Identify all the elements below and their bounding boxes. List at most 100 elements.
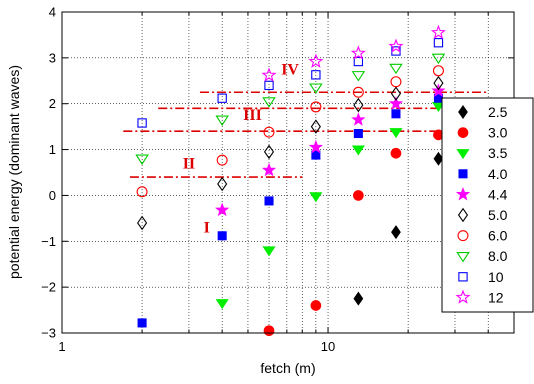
data-point bbox=[431, 53, 446, 65]
data-points bbox=[135, 24, 446, 337]
series-8-0 bbox=[135, 53, 446, 165]
legend-marker bbox=[456, 251, 470, 263]
data-point bbox=[433, 151, 444, 166]
x-tick-label: 10 bbox=[321, 339, 335, 354]
legend-label: 3.5 bbox=[488, 145, 508, 161]
data-point bbox=[217, 231, 227, 241]
series-12 bbox=[261, 24, 446, 82]
y-tick-label: 2 bbox=[49, 96, 56, 111]
x-tick-label: 1 bbox=[58, 339, 65, 354]
data-point bbox=[353, 291, 364, 306]
data-point bbox=[389, 63, 403, 75]
data-point bbox=[310, 101, 322, 113]
y-tick-label: −3 bbox=[41, 326, 56, 341]
region-label: IV bbox=[281, 61, 299, 78]
legend-marker bbox=[455, 289, 471, 304]
data-point bbox=[261, 162, 277, 177]
legend-label: 2.5 bbox=[488, 104, 508, 120]
data-point bbox=[433, 38, 444, 48]
data-point bbox=[388, 96, 404, 110]
data-point bbox=[433, 75, 444, 91]
data-point bbox=[353, 97, 364, 113]
legend-marker bbox=[456, 149, 470, 160]
data-point bbox=[137, 215, 148, 231]
data-point bbox=[352, 86, 364, 98]
legend-label: 5.0 bbox=[488, 207, 508, 223]
legend-marker bbox=[457, 127, 469, 138]
y-tick-label: 1 bbox=[49, 142, 56, 157]
legend-label: 4.0 bbox=[488, 166, 508, 182]
data-point bbox=[215, 202, 230, 217]
data-point bbox=[390, 76, 402, 88]
legend-label: 3.0 bbox=[488, 125, 508, 141]
region-label: II bbox=[183, 155, 195, 172]
data-point bbox=[351, 145, 365, 156]
series-3-5 bbox=[215, 101, 445, 310]
grid bbox=[62, 12, 514, 333]
data-point bbox=[264, 196, 274, 206]
legend-label: 6.0 bbox=[488, 228, 508, 244]
legend-marker bbox=[458, 169, 468, 179]
data-point bbox=[263, 144, 275, 160]
data-point bbox=[430, 24, 446, 40]
data-point bbox=[310, 119, 321, 134]
data-point bbox=[217, 93, 227, 103]
data-point bbox=[262, 97, 276, 108]
data-point bbox=[263, 325, 275, 337]
legend-marker bbox=[457, 207, 469, 223]
data-point bbox=[217, 176, 228, 192]
series-5-0 bbox=[137, 75, 444, 231]
data-point bbox=[308, 139, 323, 154]
data-point bbox=[391, 225, 401, 240]
data-point bbox=[390, 86, 402, 101]
data-point bbox=[216, 154, 228, 166]
region-label: III bbox=[243, 107, 262, 124]
data-point bbox=[353, 190, 364, 201]
data-point bbox=[136, 186, 148, 198]
data-point bbox=[309, 192, 323, 203]
data-point bbox=[261, 67, 277, 82]
legend-marker bbox=[457, 230, 469, 242]
x-axis-label: fetch (m) bbox=[260, 360, 315, 376]
data-point bbox=[353, 128, 363, 139]
data-point bbox=[390, 147, 402, 159]
data-point bbox=[311, 70, 321, 80]
legend-label: 4.4 bbox=[488, 186, 508, 202]
legend-marker bbox=[458, 272, 468, 282]
data-point bbox=[215, 299, 229, 310]
legend-marker bbox=[455, 186, 471, 201]
series-6-0 bbox=[136, 65, 444, 198]
series-4-0 bbox=[137, 93, 443, 328]
series-2-5 bbox=[353, 151, 444, 306]
y-axis-label: potential energy (dominant waves) bbox=[6, 65, 22, 279]
region-label: I bbox=[204, 220, 210, 237]
data-point bbox=[432, 65, 444, 77]
data-point bbox=[311, 150, 321, 160]
data-point bbox=[389, 128, 403, 139]
data-point bbox=[263, 126, 275, 138]
data-point bbox=[309, 83, 323, 94]
data-point bbox=[353, 56, 364, 67]
data-point bbox=[137, 318, 147, 328]
y-tick-label: −1 bbox=[41, 234, 56, 249]
legend-box bbox=[441, 97, 534, 313]
series-3-0 bbox=[263, 129, 444, 337]
data-point bbox=[350, 45, 366, 60]
data-point bbox=[137, 118, 147, 128]
data-point bbox=[310, 300, 322, 311]
data-point bbox=[351, 71, 366, 82]
data-point bbox=[388, 38, 404, 53]
legend-label: 8.0 bbox=[488, 248, 508, 264]
y-tick-label: 3 bbox=[49, 50, 56, 65]
y-tick-label: −2 bbox=[41, 280, 56, 295]
legend-label: 12 bbox=[488, 289, 504, 305]
data-point bbox=[264, 80, 274, 91]
legend-label: 10 bbox=[488, 269, 504, 285]
legend: 2.5 3.0 3.5 4.0 4.4 5.0 6.0 8.0 10 12 bbox=[441, 97, 534, 313]
legend-marker bbox=[458, 104, 468, 120]
y-tick-label: 4 bbox=[49, 5, 56, 20]
data-point bbox=[135, 154, 149, 165]
y-tick-label: 0 bbox=[49, 188, 56, 203]
